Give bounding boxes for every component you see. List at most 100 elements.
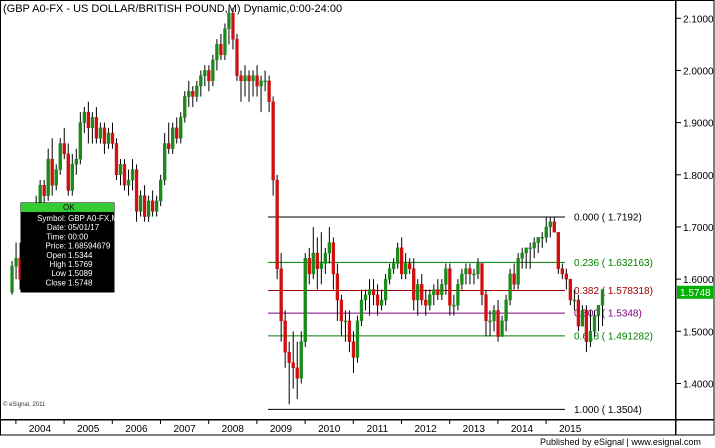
y-tick-label: 1.5000 (683, 327, 714, 338)
candle-body (484, 294, 488, 322)
candle-body (223, 28, 227, 56)
candle-body (134, 169, 139, 212)
esignal-watermark: © eSignal, 2011 (3, 401, 46, 408)
candle-body (436, 289, 440, 296)
candle-body (351, 341, 356, 358)
x-tick-label: 2007 (173, 424, 196, 435)
candle-body (448, 268, 452, 306)
candle-body (520, 252, 524, 259)
candle-body (142, 195, 147, 217)
candle-body (496, 310, 500, 337)
candle-body (400, 247, 404, 275)
candle-body (74, 158, 78, 165)
candle-body (343, 320, 348, 323)
data-window-label: Symbol: (37, 214, 66, 223)
candle-body (14, 258, 18, 267)
candle-body (600, 289, 605, 306)
data-window-label: Time: (46, 232, 66, 241)
x-tick-label: 2004 (29, 424, 52, 435)
current-price-marker: 1.5748 (677, 285, 713, 299)
candle-body (552, 221, 556, 233)
candle-body (62, 143, 66, 155)
y-tick-label: 1.7000 (683, 223, 714, 234)
candle-body (492, 310, 496, 322)
data-window-value: 00:00 (68, 232, 89, 241)
candle-body (524, 247, 528, 254)
candle-body (255, 75, 259, 87)
candle-body (130, 169, 135, 181)
candle-body (46, 158, 50, 196)
candle-body (183, 96, 187, 118)
data-window-label: Close (46, 278, 67, 287)
y-tick-label: 1.9000 (683, 119, 714, 130)
candle-body (227, 12, 231, 29)
data-window-label: Open (46, 251, 66, 260)
candle-body (259, 80, 263, 87)
candle-body (175, 127, 179, 139)
candle-body (580, 310, 585, 327)
data-window-ok-bar[interactable] (21, 203, 114, 212)
fib-level-label: 0.618 ( 1.491282) (574, 331, 653, 342)
candle-body (412, 268, 416, 301)
candle-body (138, 195, 143, 212)
candle-body (516, 258, 520, 285)
candle-body (564, 273, 568, 280)
fib-level-label: 0.000 ( 1.7192) (574, 212, 642, 223)
candle-body (219, 44, 223, 56)
candle-body (291, 362, 295, 369)
data-window-value: 1.5344 (68, 251, 93, 260)
x-tick-label: 2015 (559, 424, 582, 435)
candle-body (86, 111, 91, 129)
x-tick-label: 2008 (222, 424, 245, 435)
candle-body (70, 164, 74, 191)
candle-body (303, 258, 307, 342)
candle-body (171, 127, 175, 149)
candle-body (456, 284, 460, 306)
candle-body (544, 226, 548, 238)
data-window-value: 1.5769 (68, 260, 93, 269)
fibonacci-retracement: 0.000 ( 1.7192) 0.236 ( 1.632163) 0.382 ( … (268, 212, 653, 416)
candle-body (243, 75, 247, 82)
chart-title: (GBP A0-FX - US DOLLAR/BRITISH POUND,M) … (3, 3, 342, 15)
candle-body (355, 320, 360, 358)
candle-body (90, 117, 95, 129)
fib-level-label: 1.000 ( 1.3504) (574, 405, 642, 416)
candle-body (154, 200, 159, 212)
candle-body (548, 221, 552, 228)
data-window-value: GBP A0-FX,M (68, 214, 118, 223)
candle-body (187, 91, 191, 97)
candle-body (58, 143, 62, 170)
candle-body (299, 341, 303, 379)
candle-body (540, 237, 544, 239)
price-axis-panel (675, 0, 715, 420)
candle-body (504, 299, 508, 322)
candle-body (207, 70, 211, 82)
candle-body (387, 268, 392, 280)
candle-body (118, 164, 123, 176)
x-tick-label: 2005 (77, 424, 100, 435)
candle-body (367, 289, 372, 296)
candle-body (476, 263, 480, 275)
data-window-label: Date: (47, 223, 66, 232)
candle-body (106, 132, 111, 144)
candle-body (263, 80, 267, 83)
x-axis: 2004 2005 2006 2007 2008 2009 2010 2011 2012 2013… (15, 420, 582, 435)
data-window-ok-label[interactable]: OK (63, 203, 75, 212)
current-price-label: 1.5748 (680, 288, 711, 299)
candle-body (215, 44, 219, 61)
data-window-value: 1.5089 (68, 269, 93, 278)
candle-body (110, 132, 115, 144)
data-window-value: 1.68594679 (68, 242, 111, 251)
candle-body (327, 242, 332, 254)
data-window-label: High (50, 260, 66, 269)
candle-body (231, 12, 235, 40)
x-tick-label: 2012 (414, 424, 437, 435)
data-window-label: Price: (46, 242, 66, 251)
candle-body (432, 289, 436, 296)
candle-body (512, 273, 516, 285)
candle-body (247, 75, 251, 82)
candle-body (395, 247, 400, 264)
candle-body (404, 263, 408, 275)
